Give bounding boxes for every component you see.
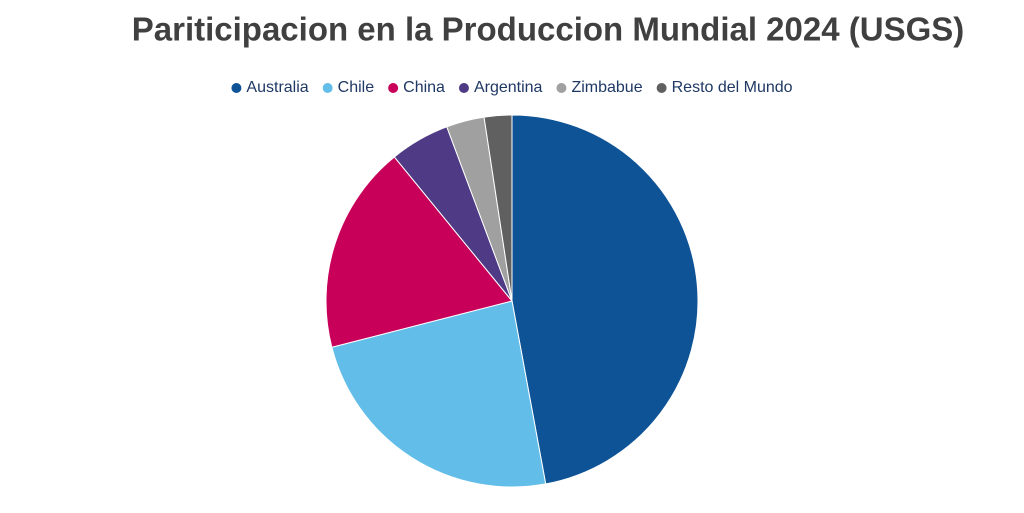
chart-title: Pariticipacion en la Produccion Mundial … [132, 11, 965, 48]
legend-label: Australia [246, 79, 308, 96]
pie-slice [331, 300, 547, 488]
legend-marker [231, 83, 242, 93]
legend-marker [388, 83, 399, 93]
legend: Australia Chile China Argentina Zimbabue Rest… [231, 79, 793, 96]
pie-slice [325, 156, 513, 348]
legend-label: China [403, 79, 445, 96]
legend-label: Zimbabue [571, 79, 642, 96]
pie-slice [483, 114, 513, 302]
legend-label: Resto del Mundo [672, 79, 793, 96]
legend-marker [458, 83, 469, 93]
legend-marker [556, 83, 567, 93]
legend-marker [656, 83, 667, 93]
legend-label: Argentina [474, 79, 543, 96]
legend-marker [322, 83, 333, 93]
pie-slice [511, 114, 699, 485]
legend-label: Chile [338, 79, 375, 96]
